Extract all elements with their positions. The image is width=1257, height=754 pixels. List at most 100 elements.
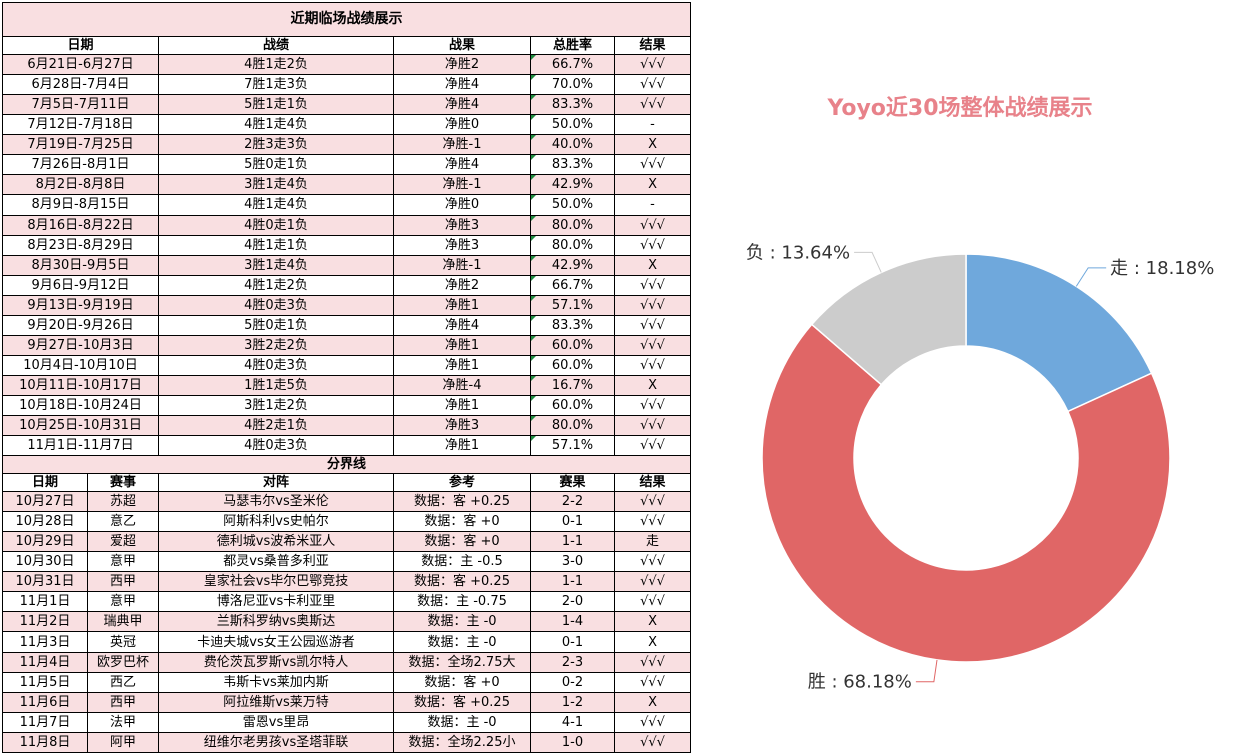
league-cell: 苏超 xyxy=(87,491,159,513)
reference-cell: 数据：客 +0.25 xyxy=(393,691,531,713)
result-cell: √√√ xyxy=(613,651,692,673)
record-cell: 5胜1走1负 xyxy=(158,94,394,116)
result-cell: X xyxy=(613,374,692,396)
match-cell: 费伦茨瓦罗斯vs凯尔特人 xyxy=(158,651,394,673)
reference-cell: 数据：客 +0.25 xyxy=(393,571,531,593)
result-cell: √√√ xyxy=(613,294,692,316)
period-cell: 8月2日-8月8日 xyxy=(2,174,159,196)
record-cell: 4胜1走1负 xyxy=(158,234,394,256)
divider-row: 分界线 xyxy=(1,455,692,475)
win-rate-cell: 42.9% xyxy=(530,254,615,276)
win-rate-cell: 50.0% xyxy=(530,194,615,216)
header-league: 赛事 xyxy=(87,473,159,493)
reference-cell: 数据：客 +0 xyxy=(393,671,531,693)
date-cell: 10月30日 xyxy=(2,551,88,573)
outcome-cell: 净胜2 xyxy=(393,274,531,296)
win-rate-cell: 60.0% xyxy=(530,354,615,376)
table-row: 11月6日 西甲 阿拉维斯vs莱万特 数据：客 +0.25 1-2 X xyxy=(2,691,692,713)
result-cell: √√√ xyxy=(613,274,692,296)
period-cell: 11月1日-11月7日 xyxy=(2,435,159,457)
result-cell: - xyxy=(613,194,692,216)
outcome-cell: 净胜4 xyxy=(393,154,531,176)
reference-cell: 数据：客 +0 xyxy=(393,531,531,553)
table-row: 10月25日-10月31日 4胜2走1负 净胜3 80.0% √√√ xyxy=(2,414,692,437)
score-cell: 4-1 xyxy=(530,711,615,733)
outcome-cell: 净胜4 xyxy=(393,74,531,96)
period-cell: 7月19日-7月25日 xyxy=(2,134,159,156)
win-rate-cell: 66.7% xyxy=(530,274,615,296)
league-cell: 阿甲 xyxy=(87,731,159,754)
reference-cell: 数据：主 -0 xyxy=(393,631,531,653)
period-cell: 9月20日-9月26日 xyxy=(2,314,159,336)
record-cell: 4胜1走4负 xyxy=(158,114,394,136)
table-row: 10月18日-10月24日 3胜1走2负 净胜1 60.0% √√√ xyxy=(2,394,692,416)
record-cell: 4胜1走2负 xyxy=(158,54,394,76)
period-cell: 9月13日-9月19日 xyxy=(2,294,159,316)
outcome-cell: 净胜3 xyxy=(393,414,531,437)
outcome-cell: 净胜1 xyxy=(393,334,531,356)
score-cell: 1-2 xyxy=(530,691,615,713)
header-win-rate: 总胜率 xyxy=(530,36,615,56)
outcome-cell: 净胜4 xyxy=(393,314,531,336)
outcome-cell: 净胜-1 xyxy=(393,134,531,156)
table-row: 8月30日-9月5日 3胜1走4负 净胜-1 42.9% X xyxy=(2,254,692,276)
result-cell: √√√ xyxy=(613,551,692,573)
slice-2 xyxy=(810,253,967,386)
result-cell: √√√ xyxy=(613,74,692,96)
header-result: 结果 xyxy=(613,36,692,56)
chart-title: Yoyo近30场整体战绩展示 xyxy=(827,96,1093,121)
record-cell: 4胜0走3负 xyxy=(158,435,394,457)
result-cell: √√√ xyxy=(613,394,692,416)
outcome-cell: 净胜1 xyxy=(393,294,531,316)
header-reference: 参考 xyxy=(393,473,531,493)
score-cell: 2-3 xyxy=(530,651,615,673)
score-cell: 0-1 xyxy=(530,631,615,653)
header-score: 赛果 xyxy=(530,473,615,493)
outcome-cell: 净胜3 xyxy=(393,214,531,236)
league-cell: 意甲 xyxy=(87,551,159,573)
period-cell: 8月30日-9月5日 xyxy=(2,254,159,276)
win-rate-cell: 57.1% xyxy=(530,294,615,316)
reference-cell: 数据：主 -0.75 xyxy=(393,591,531,613)
table-row: 9月13日-9月19日 4胜0走3负 净胜1 57.1% √√√ xyxy=(2,294,692,316)
table-row: 6月28日-7月4日 7胜1走3负 净胜4 70.0% √√√ xyxy=(2,74,692,96)
record-cell: 3胜1走4负 xyxy=(158,254,394,276)
win-rate-cell: 42.9% xyxy=(530,174,615,196)
table-row: 10月31日 西甲 皇家社会vs毕尔巴鄂竞技 数据：客 +0.25 1-1 √√√ xyxy=(2,571,692,593)
result-cell: X xyxy=(613,174,692,196)
win-rate-cell: 66.7% xyxy=(530,54,615,76)
win-rate-cell: 80.0% xyxy=(530,234,615,256)
table-row: 11月3日 英冠 卡迪夫城vs女王公园巡游者 数据：主 -0 0-1 X xyxy=(2,631,692,653)
match-cell: 德利城vs波希米亚人 xyxy=(158,531,394,553)
period-cell: 6月28日-7月4日 xyxy=(2,74,159,96)
table-row: 11月2日 瑞典甲 兰斯科罗纳vs奥斯达 数据：主 -0 1-4 X xyxy=(2,611,692,633)
result-cell: X xyxy=(613,254,692,276)
result-cell: √√√ xyxy=(613,154,692,176)
outcome-cell: 净胜4 xyxy=(393,94,531,116)
record-cell: 4胜0走1负 xyxy=(158,214,394,236)
reference-cell: 数据：主 -0 xyxy=(393,711,531,733)
table-row: 10月11日-10月17日 1胜1走5负 净胜-4 16.7% X xyxy=(2,374,692,396)
result-cell: 走 xyxy=(613,531,692,553)
date-cell: 10月28日 xyxy=(2,511,88,533)
period-cell: 10月11日-10月17日 xyxy=(2,374,159,396)
league-cell: 西甲 xyxy=(87,691,159,713)
outcome-cell: 净胜0 xyxy=(393,194,531,216)
match-cell: 马瑟韦尔vs圣米伦 xyxy=(158,491,394,513)
divider-label: 分界线 xyxy=(1,455,692,475)
date-cell: 10月29日 xyxy=(2,531,88,553)
slice-leader-1 xyxy=(915,659,938,683)
table-row: 10月30日 意甲 都灵vs桑普多利亚 数据：主 -0.5 3-0 √√√ xyxy=(2,551,692,573)
results-sheet: 近期临场战绩展示 日期 战绩 战果 总胜率 结果 6月21日-6月27日 4胜1走… xyxy=(1,1,692,754)
outcome-cell: 净胜0 xyxy=(393,114,531,136)
record-cell: 5胜0走1负 xyxy=(158,314,394,336)
outcome-cell: 净胜-1 xyxy=(393,174,531,196)
outcome-cell: 净胜3 xyxy=(393,234,531,256)
match-cell: 雷恩vs里昂 xyxy=(158,711,394,733)
donut-chart: 走 : 18.18% 胜 : 68.18% 负 : 13.64% xyxy=(746,242,1214,692)
table-row: 6月21日-6月27日 4胜1走2负 净胜2 66.7% √√√ xyxy=(2,54,692,76)
result-cell: √√√ xyxy=(613,414,692,437)
table-row: 9月27日-10月3日 3胜2走2负 净胜1 60.0% √√√ xyxy=(2,334,692,356)
win-rate-cell: 80.0% xyxy=(530,414,615,437)
result-cell: X xyxy=(613,691,692,713)
